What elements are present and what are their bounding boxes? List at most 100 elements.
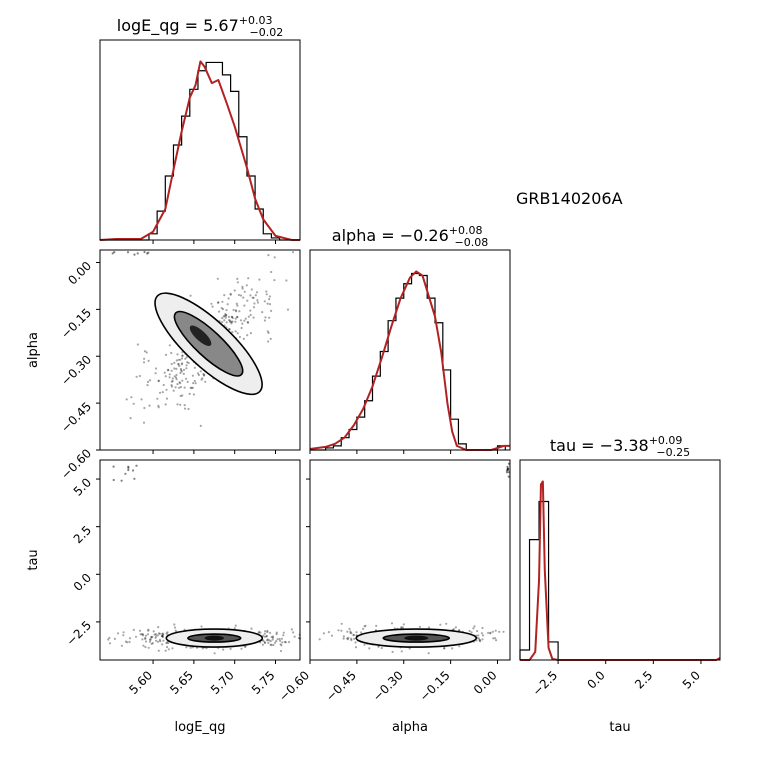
sample-logE_qg-alpha: [186, 380, 189, 383]
sample-logE_qg-alpha: [184, 357, 187, 360]
sample-logE_qg-alpha: [129, 417, 132, 420]
panel-alpha-logE_qg: [99, 249, 301, 451]
sample-logE_qg-tau: [128, 640, 131, 644]
sample-logE_qg-tau: [265, 634, 269, 638]
sample-alpha-tau: [502, 630, 505, 633]
sample-outlier: [111, 252, 114, 255]
sample-logE_qg-alpha: [161, 391, 164, 394]
sample-logE_qg-tau: [150, 642, 153, 646]
sample-logE_qg-alpha: [140, 398, 143, 401]
sample-alpha-tau: [473, 625, 476, 628]
sample-logE_qg-alpha: [231, 331, 234, 334]
sample-logE_qg-alpha: [249, 332, 252, 335]
sample-outlier: [133, 477, 136, 480]
sample-logE_qg-alpha: [230, 315, 233, 318]
sample-logE_qg-tau: [166, 641, 169, 644]
sample-logE_qg-tau: [171, 647, 174, 650]
sample-logE_qg-alpha: [236, 281, 239, 284]
sample-logE_qg-alpha: [246, 334, 249, 337]
sample-alpha-tau: [354, 646, 358, 649]
sample-logE_qg-alpha: [236, 332, 239, 335]
sample-logE_qg-alpha: [178, 386, 181, 389]
sample-logE_qg-tau: [150, 636, 153, 639]
sample-logE_qg-alpha: [221, 317, 224, 320]
x-tick-label: 5.60: [126, 668, 155, 697]
sample-logE_qg-alpha: [193, 366, 196, 369]
sample-logE_qg-tau: [144, 637, 147, 641]
sample-logE_qg-alpha: [211, 305, 214, 308]
sample-logE_qg-tau: [146, 633, 150, 636]
sample-alpha-tau: [443, 647, 446, 650]
sample-logE_qg-tau: [156, 640, 160, 643]
sample-logE_qg-alpha: [236, 315, 239, 318]
xlabel-tau: tau: [609, 720, 630, 735]
sample-alpha-tau: [478, 639, 481, 642]
sample-logE_qg-alpha: [240, 326, 243, 330]
sample-alpha-tau: [349, 630, 352, 633]
sample-logE_qg-alpha: [252, 316, 255, 319]
sample-logE_qg-tau: [280, 644, 283, 647]
x-tick-label: 0.00: [471, 668, 500, 697]
sample-alpha-tau: [458, 629, 461, 632]
sample-logE_qg-alpha: [235, 310, 238, 313]
sample-logE_qg-tau: [153, 633, 156, 636]
sample-outlier: [506, 467, 509, 470]
sample-alpha-tau: [375, 624, 378, 628]
sample-logE_qg-tau: [269, 643, 272, 646]
sample-logE_qg-tau: [147, 628, 150, 631]
x-tick-label: 5.65: [167, 668, 196, 697]
sample-logE_qg-alpha: [249, 313, 252, 317]
sample-logE_qg-tau: [267, 641, 270, 645]
sample-logE_qg-alpha: [179, 371, 182, 375]
sample-alpha-tau: [360, 631, 363, 634]
sample-logE_qg-alpha: [241, 322, 244, 325]
sample-logE_qg-alpha: [183, 386, 186, 389]
sample-alpha-tau: [418, 625, 421, 629]
sample-alpha-tau: [470, 631, 473, 634]
sample-outlier: [507, 475, 510, 478]
sample-alpha-tau: [350, 639, 353, 642]
sample-logE_qg-alpha: [177, 358, 180, 361]
sample-logE_qg-alpha: [193, 379, 196, 383]
sample-logE_qg-tau: [222, 648, 225, 651]
sample-logE_qg-alpha: [251, 296, 254, 299]
sample-logE_qg-alpha: [285, 279, 288, 282]
sample-alpha-tau: [488, 632, 492, 635]
sample-alpha-tau: [495, 639, 498, 642]
sample-logE_qg-alpha: [168, 344, 171, 347]
sample-alpha-tau: [498, 630, 501, 633]
sample-alpha-tau: [400, 626, 403, 629]
sample-alpha-tau: [479, 640, 482, 643]
sample-logE_qg-alpha: [253, 302, 256, 305]
sample-alpha-tau: [349, 631, 352, 634]
sample-logE_qg-alpha: [180, 370, 183, 373]
title-logE_qg: logE_qg = 5.67+0.03 −0.02: [117, 14, 283, 39]
sample-logE_qg-alpha: [178, 381, 181, 384]
sample-logE_qg-alpha: [202, 374, 206, 377]
sample-logE_qg-alpha: [256, 301, 259, 304]
sample-logE_qg-tau: [161, 635, 164, 638]
ylabel-alpha: alpha: [26, 332, 41, 368]
sample-logE_qg-alpha: [241, 287, 244, 290]
sample-logE_qg-alpha: [157, 404, 160, 407]
density-peak: [404, 635, 429, 641]
sample-logE_qg-tau: [282, 634, 285, 637]
sample-logE_qg-alpha: [228, 328, 231, 331]
sample-alpha-tau: [487, 631, 490, 634]
sample-alpha-tau: [350, 637, 353, 640]
sample-logE_qg-alpha: [228, 328, 231, 331]
sample-logE_qg-alpha: [247, 277, 250, 280]
sample-logE_qg-alpha: [229, 293, 232, 296]
sample-logE_qg-tau: [263, 635, 266, 638]
sample-logE_qg-alpha: [220, 307, 223, 310]
sample-logE_qg-alpha: [200, 378, 203, 381]
sample-logE_qg-tau: [164, 649, 167, 652]
sample-logE_qg-alpha: [175, 378, 178, 381]
sample-logE_qg-alpha: [189, 386, 192, 389]
density-peak: [189, 325, 212, 346]
sample-alpha-tau: [342, 637, 345, 640]
sample-logE_qg-alpha: [238, 335, 241, 339]
sample-alpha-tau: [354, 641, 357, 644]
sample-logE_qg-tau: [161, 634, 164, 638]
sample-alpha-tau: [454, 626, 457, 629]
